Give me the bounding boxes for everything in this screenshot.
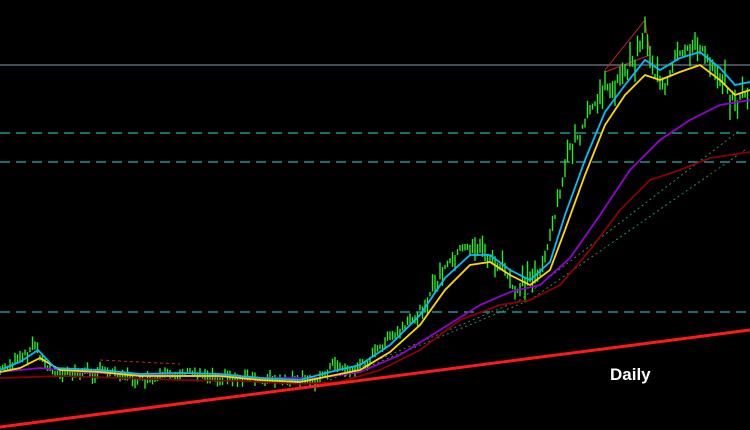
moving-average bbox=[0, 51, 750, 381]
channel-line bbox=[329, 129, 741, 381]
moving-average bbox=[0, 151, 750, 385]
timeframe-label: Daily bbox=[610, 365, 651, 384]
trend-line bbox=[0, 328, 750, 429]
pattern-line bbox=[99, 359, 181, 365]
moving-average bbox=[0, 63, 750, 383]
